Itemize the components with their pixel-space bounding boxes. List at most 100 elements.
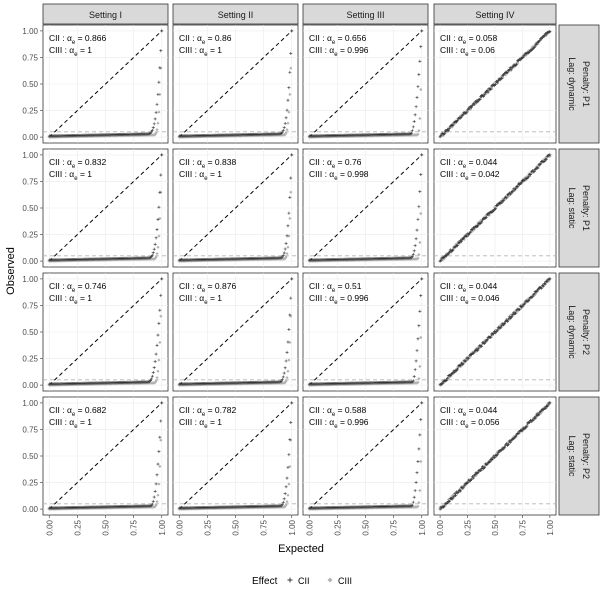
legend: Effect CII CIII [252, 576, 352, 587]
point-cii [514, 311, 518, 315]
point-cii [447, 127, 451, 131]
annotation-text: CIII : αe = 1 [49, 417, 92, 430]
point-cii [288, 313, 292, 317]
point-cii [519, 181, 523, 185]
row-strip [558, 272, 600, 392]
point-cii [414, 105, 418, 109]
point-cii [544, 32, 548, 36]
point-cii [155, 228, 159, 232]
point-cii [157, 450, 161, 454]
point-cii [478, 98, 482, 102]
point-cii [461, 112, 465, 116]
reference-line [178, 30, 293, 138]
annotation-text: CIII : αe = 1 [49, 169, 92, 182]
point-cii [288, 70, 292, 74]
x-tick-label: 0.75 [130, 519, 139, 535]
point-cii [445, 129, 449, 133]
point-ciii [495, 450, 499, 454]
y-tick-label: 1.00 [22, 399, 38, 408]
point-cii [477, 346, 481, 350]
point-cii [481, 95, 485, 99]
annotation-text: CIII : αe = 1 [179, 293, 222, 306]
point-cii [420, 153, 424, 157]
x-tick-label: 0.75 [518, 519, 527, 535]
point-cii [516, 184, 520, 188]
x-tick-label: 0.25 [333, 519, 342, 535]
point-cii [150, 502, 154, 506]
annotation-text: CIII : αe = 1 [179, 45, 222, 58]
point-cii [493, 455, 497, 459]
point-cii [521, 55, 525, 59]
point-cii [445, 376, 449, 380]
annotation-text: CII : αe = 0.76 [309, 157, 362, 170]
point-cii [282, 497, 286, 501]
point-ciii [504, 73, 508, 77]
point-cii [496, 451, 500, 455]
point-cii [280, 130, 284, 134]
point-cii [150, 374, 154, 378]
point-cii [153, 359, 157, 363]
point-cii [522, 54, 526, 58]
point-cii [153, 489, 157, 493]
point-ciii [417, 252, 421, 257]
point-ciii [288, 92, 292, 97]
point-cii [447, 499, 451, 503]
annotation-text: CIII : αe = 1 [49, 45, 92, 58]
annotation-text: CII : αe = 0.876 [179, 281, 236, 294]
point-ciii [287, 234, 291, 238]
point-ciii [468, 107, 473, 111]
point-cii [413, 244, 417, 248]
row-strip [558, 396, 600, 516]
point-cii [502, 73, 506, 77]
x-tick-label: 0.50 [491, 519, 500, 535]
point-cii [281, 375, 285, 379]
point-cii [411, 500, 415, 504]
point-ciii [289, 190, 293, 194]
point-cii [156, 217, 160, 221]
x-tick-label: 1.00 [418, 519, 427, 535]
point-ciii [287, 110, 291, 114]
point-cii [510, 314, 514, 318]
point-cii [474, 347, 478, 351]
point-ciii [289, 66, 293, 70]
point-cii [486, 90, 490, 94]
point-ciii [155, 376, 159, 380]
point-cii [488, 460, 492, 464]
point-cii [505, 196, 509, 200]
point-cii [439, 258, 443, 262]
point-cii [472, 102, 476, 106]
point-ciii [154, 379, 158, 383]
point-cii [159, 49, 163, 53]
y-tick-label: 0.75 [22, 425, 38, 434]
point-cii [456, 367, 460, 371]
point-cii [284, 485, 288, 489]
point-cii [545, 405, 549, 409]
x-axis-label: Expected [278, 543, 324, 555]
point-cii [289, 176, 293, 180]
point-cii [532, 292, 536, 296]
point-cii [283, 366, 287, 370]
point-cii [465, 235, 469, 239]
annotation-text: CII : αe = 0.51 [309, 281, 362, 294]
point-cii [416, 85, 420, 89]
point-cii [446, 252, 450, 256]
facet-strips: Setting I Setting II Setting III Setting IV… [42, 3, 600, 516]
point-ciii [284, 255, 288, 259]
point-cii [486, 211, 490, 215]
point-ciii [532, 417, 536, 421]
point-cii [414, 237, 418, 241]
row-strip-label: Lag: dynamic [567, 57, 577, 111]
point-cii [281, 128, 285, 132]
point-cii [412, 120, 416, 124]
point-ciii [285, 252, 289, 256]
point-cii [520, 429, 524, 433]
point-ciii [155, 252, 159, 256]
point-cii [507, 315, 511, 319]
point-cii [491, 456, 495, 460]
point-cii [438, 507, 442, 511]
point-cii [511, 312, 515, 316]
point-cii [455, 120, 459, 124]
